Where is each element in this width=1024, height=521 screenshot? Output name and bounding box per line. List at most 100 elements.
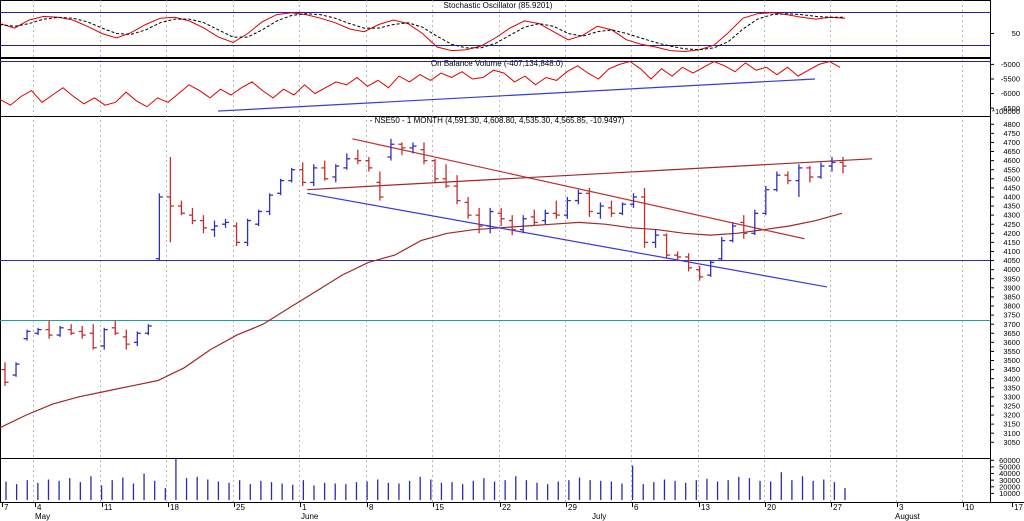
price-y-tick: 3200 <box>1003 411 1020 420</box>
price-y-tick: 3500 <box>1003 356 1020 365</box>
x-tick-label: 4 <box>37 503 42 512</box>
ohlc-bar <box>222 218 230 228</box>
ohlc-bar <box>795 164 803 197</box>
ohlc-bar <box>34 327 42 336</box>
price-y-tick: 3900 <box>1003 283 1020 292</box>
x-tick-label: 1 <box>302 503 307 512</box>
price-y-tick: 3400 <box>1003 374 1020 383</box>
ohlc-bar <box>585 187 593 217</box>
price-y-tick: 3450 <box>1003 365 1020 374</box>
stoch-line-0 <box>0 12 846 53</box>
price-y-tick: 4600 <box>1003 156 1020 165</box>
price-y-tick: 3100 <box>1003 429 1020 438</box>
obv-panel <box>0 60 990 112</box>
ohlc-bar <box>23 329 31 341</box>
ohlc-bar <box>596 202 604 219</box>
month-label: June <box>301 512 319 521</box>
volume-y-tick: 50000 <box>999 463 1020 472</box>
ohlc-bar <box>420 142 428 165</box>
x-tick-label: 20 <box>767 503 776 512</box>
price-y-tick: 3600 <box>1003 338 1020 347</box>
volume-y-tick: 60000 <box>999 456 1020 465</box>
volume-y-tick: 10000 <box>999 489 1020 498</box>
ohlc-bar <box>244 218 252 247</box>
ohlc-bar <box>122 329 130 350</box>
ohlc-bar <box>354 149 362 165</box>
price-y-tick: 3850 <box>1003 293 1020 302</box>
month-label: May <box>35 512 50 521</box>
panel-frame <box>0 458 991 503</box>
stochastic-title: Stochastic Oscillator (85.9201) <box>444 1 553 10</box>
ohlc-bar <box>255 209 263 227</box>
x-tick-label: 10 <box>965 503 974 512</box>
price-panel <box>0 138 990 429</box>
stoch-y-tick: 50 <box>1012 29 1020 38</box>
price-y-tick: 4300 <box>1003 211 1020 220</box>
ohlc-bar <box>563 196 571 219</box>
panel-frame <box>0 116 991 459</box>
price-y-tick: 4750 <box>1003 129 1020 138</box>
ohlc-bar <box>56 325 64 337</box>
volume-y-tick: 40000 <box>999 469 1020 478</box>
price-y-tick: 3050 <box>1003 438 1020 447</box>
ohlc-bar <box>111 320 119 336</box>
ohlc-bar <box>409 142 417 154</box>
ohlc-bar <box>508 215 516 236</box>
price-y-tick: 3700 <box>1003 320 1020 329</box>
vertical-gridlines <box>33 0 963 502</box>
obv-y-tick: -5000 <box>1001 60 1020 69</box>
x-tick-label: 13 <box>701 503 710 512</box>
price-y-tick: 4650 <box>1003 147 1020 156</box>
ohlc-bar <box>233 222 241 247</box>
obv-y-tick: -6500 <box>1001 104 1020 113</box>
price-y-tick: 4550 <box>1003 165 1020 174</box>
price-y-tick: 3800 <box>1003 302 1020 311</box>
ohlc-bar <box>1 362 9 386</box>
ohlc-bar <box>133 331 141 346</box>
price-trendline <box>307 192 828 288</box>
month-label: August <box>895 512 921 521</box>
ohlc-bar <box>541 209 549 225</box>
ohlc-bar <box>574 189 582 205</box>
ohlc-bar <box>497 207 505 227</box>
volume-y-tick: 20000 <box>999 482 1020 491</box>
price-y-tick: 3150 <box>1003 420 1020 429</box>
ohlc-bar <box>299 162 307 187</box>
ohlc-bar <box>817 162 825 179</box>
ohlc-bar <box>751 209 759 236</box>
price-y-tick: 3250 <box>1003 402 1020 411</box>
x-tick-label: 15 <box>435 503 444 512</box>
ohlc-bar <box>828 156 836 172</box>
ohlc-bar <box>288 167 296 183</box>
ohlc-bar <box>277 178 285 196</box>
ohlc-bar <box>211 220 218 237</box>
obv-unit-label: *100000 <box>992 107 1020 116</box>
price-y-tick: 4450 <box>1003 183 1020 192</box>
ohlc-bar <box>387 138 395 161</box>
ohlc-bar <box>806 166 814 183</box>
price-y-tick: 3750 <box>1003 311 1020 320</box>
x-tick-label: 29 <box>568 503 577 512</box>
stochastic-panel <box>0 12 990 53</box>
y-axes: 50 -5000 -5500 -6000 -6500*100000 48004750470… <box>990 29 1020 498</box>
ohlc-bar <box>310 164 318 187</box>
ohlc-bar <box>696 266 704 281</box>
ohlc-bar <box>453 175 461 205</box>
ohlc-bar <box>45 320 53 339</box>
ohlc-bar <box>78 325 86 339</box>
price-y-tick: 4200 <box>1003 229 1020 238</box>
x-tick-label: 3 <box>899 503 904 512</box>
price-title: - NSE50 - 1 MONTH (4,591.30, 4,608.80, 4… <box>370 116 625 125</box>
ohlc-bar <box>641 187 649 248</box>
moving-average-line <box>0 212 843 429</box>
volume-y-tick: 30000 <box>999 476 1020 485</box>
ohlc-bar <box>100 327 108 350</box>
ohlc-bar <box>740 215 748 239</box>
volume-panel <box>5 458 846 500</box>
obv-trendline <box>217 78 816 112</box>
ohlc-bar <box>199 215 207 234</box>
price-y-tick: 3950 <box>1003 274 1020 283</box>
price-y-tick: 4400 <box>1003 193 1020 202</box>
